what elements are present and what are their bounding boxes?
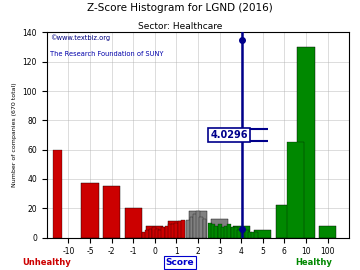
Bar	[142, 232, 146, 238]
Text: Healthy: Healthy	[295, 258, 332, 267]
Bar	[254, 230, 271, 238]
Bar	[231, 227, 234, 238]
Bar	[186, 220, 190, 238]
Bar	[221, 227, 225, 238]
Bar	[181, 220, 185, 238]
Bar	[245, 230, 248, 238]
Bar	[218, 224, 221, 238]
Bar	[234, 227, 238, 238]
Bar	[165, 226, 168, 238]
Bar	[103, 186, 120, 238]
Bar	[237, 230, 241, 238]
Bar	[199, 217, 203, 238]
Bar	[196, 211, 200, 238]
Bar	[158, 230, 162, 238]
Bar	[171, 224, 175, 238]
Bar	[287, 142, 304, 238]
Bar	[203, 218, 206, 238]
Bar	[168, 224, 172, 238]
Bar	[224, 226, 228, 238]
Bar	[152, 227, 156, 238]
Bar	[319, 226, 336, 238]
Bar	[255, 232, 258, 238]
Text: Z-Score Histogram for LGND (2016): Z-Score Histogram for LGND (2016)	[87, 3, 273, 13]
Bar	[162, 227, 165, 238]
Bar	[190, 217, 193, 238]
Text: 4.0296: 4.0296	[210, 130, 248, 140]
Bar	[146, 226, 163, 238]
Bar	[208, 223, 212, 238]
Bar	[242, 232, 245, 238]
Bar	[211, 218, 228, 238]
Bar	[145, 230, 149, 238]
Bar	[251, 232, 255, 238]
Text: Score: Score	[166, 258, 194, 267]
Bar	[248, 232, 252, 238]
Text: The Research Foundation of SUNY: The Research Foundation of SUNY	[50, 51, 163, 57]
Text: ©www.textbiz.org: ©www.textbiz.org	[50, 35, 110, 41]
Bar	[178, 221, 181, 238]
Bar	[53, 150, 62, 238]
Bar	[276, 205, 293, 238]
Y-axis label: Number of companies (670 total): Number of companies (670 total)	[12, 83, 17, 187]
Text: Sector: Healthcare: Sector: Healthcare	[138, 22, 222, 31]
Bar	[125, 208, 142, 238]
Bar	[81, 183, 99, 238]
Bar	[149, 229, 152, 238]
Text: Unhealthy: Unhealthy	[22, 258, 71, 267]
Bar	[211, 224, 215, 238]
Bar	[175, 223, 178, 238]
Bar	[193, 214, 197, 238]
Bar	[233, 226, 250, 238]
Bar	[297, 47, 315, 238]
Bar	[228, 224, 231, 238]
Bar	[215, 226, 218, 238]
Bar	[168, 221, 185, 238]
Bar	[189, 211, 207, 238]
Bar	[155, 229, 159, 238]
